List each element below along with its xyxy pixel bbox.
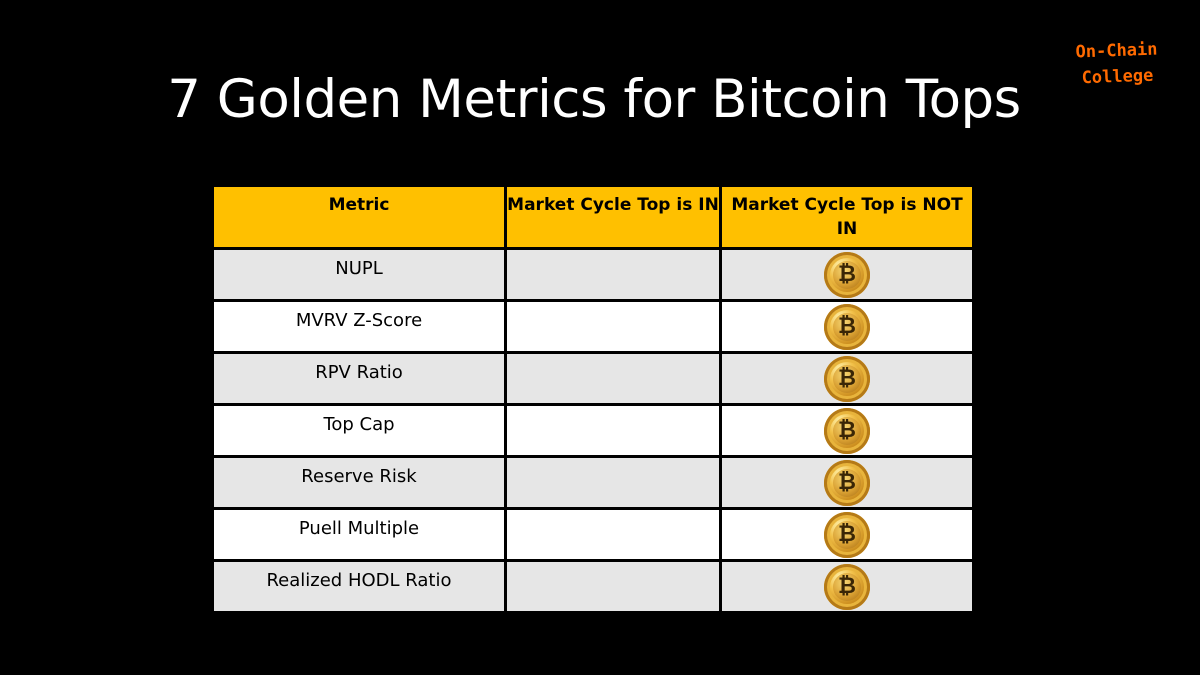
bitcoin-coin-icon: ₿ (824, 252, 870, 298)
bitcoin-coin-icon: ₿ (824, 408, 870, 454)
bitcoin-symbol: ₿ (833, 261, 861, 289)
table-row: NUPL ₿ (214, 250, 972, 299)
metric-cell: Top Cap (214, 406, 504, 455)
bitcoin-coin-icon: ₿ (824, 304, 870, 350)
bitcoin-symbol: ₿ (833, 417, 861, 445)
column-header-top-not-in: Market Cycle Top is NOT IN (722, 187, 972, 247)
metrics-table: Metric Market Cycle Top is IN Market Cyc… (211, 184, 975, 614)
bitcoin-coin-icon: ₿ (824, 564, 870, 610)
metric-cell: RPV Ratio (214, 354, 504, 403)
bitcoin-symbol: ₿ (833, 573, 861, 601)
column-header-metric: Metric (214, 187, 504, 247)
bitcoin-symbol: ₿ (833, 365, 861, 393)
top-not-in-cell: ₿ (722, 250, 972, 299)
bitcoin-coin-icon: ₿ (824, 356, 870, 402)
top-in-cell (507, 510, 719, 559)
top-not-in-cell: ₿ (722, 354, 972, 403)
slide-title: 7 Golden Metrics for Bitcoin Tops (167, 69, 1021, 130)
bitcoin-symbol: ₿ (833, 469, 861, 497)
top-in-cell (507, 302, 719, 351)
top-in-cell (507, 406, 719, 455)
metric-cell: NUPL (214, 250, 504, 299)
top-not-in-cell: ₿ (722, 562, 972, 611)
bitcoin-coin-icon: ₿ (824, 512, 870, 558)
top-not-in-cell: ₿ (722, 510, 972, 559)
top-in-cell (507, 250, 719, 299)
table-row: MVRV Z-Score ₿ (214, 302, 972, 351)
top-in-cell (507, 354, 719, 403)
top-in-cell (507, 458, 719, 507)
top-not-in-cell: ₿ (722, 302, 972, 351)
metric-cell: Puell Multiple (214, 510, 504, 559)
bitcoin-symbol: ₿ (833, 313, 861, 341)
brand-line-2: College (1081, 65, 1154, 89)
bitcoin-coin-icon: ₿ (824, 460, 870, 506)
top-not-in-cell: ₿ (722, 458, 972, 507)
table-row: Realized HODL Ratio ₿ (214, 562, 972, 611)
table-header-row: Metric Market Cycle Top is IN Market Cyc… (214, 187, 972, 247)
column-header-top-in: Market Cycle Top is IN (507, 187, 719, 247)
table-row: Puell Multiple ₿ (214, 510, 972, 559)
metric-cell: MVRV Z-Score (214, 302, 504, 351)
metric-cell: Realized HODL Ratio (214, 562, 504, 611)
bitcoin-symbol: ₿ (833, 521, 861, 549)
table-row: Reserve Risk ₿ (214, 458, 972, 507)
top-not-in-cell: ₿ (722, 406, 972, 455)
table-row: RPV Ratio ₿ (214, 354, 972, 403)
brand-logo: On-Chain College (1051, 36, 1183, 93)
table-row: Top Cap ₿ (214, 406, 972, 455)
top-in-cell (507, 562, 719, 611)
metric-cell: Reserve Risk (214, 458, 504, 507)
